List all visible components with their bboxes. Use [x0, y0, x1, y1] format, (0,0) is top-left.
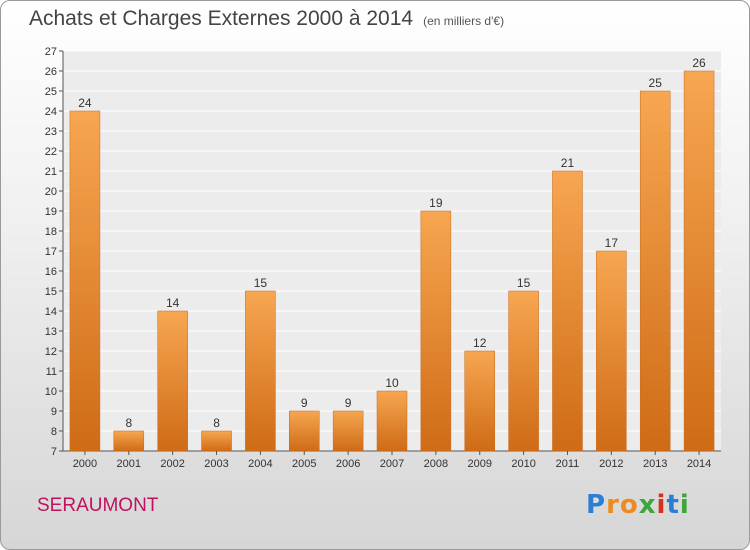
y-tick-label: 8	[51, 426, 57, 438]
proxiti-logo: Proxiti	[586, 490, 690, 520]
title-text: Achats et Charges Externes 2000 à 2014	[29, 7, 414, 30]
y-tick-label: 17	[45, 246, 57, 258]
bar-2009	[464, 350, 495, 452]
x-tick-label-2009: 2009	[467, 458, 491, 470]
logo-letter: i	[656, 490, 667, 520]
y-tick-label: 9	[51, 406, 57, 418]
value-label-2007: 10	[385, 376, 399, 390]
x-tick-label-2006: 2006	[336, 458, 360, 470]
y-tick-label: 16	[45, 266, 57, 278]
y-tick-label: 22	[45, 146, 57, 158]
x-tick-label-2005: 2005	[292, 458, 316, 470]
logo-letter: t	[666, 490, 680, 520]
value-label-2000: 24	[78, 96, 92, 110]
x-tick-label-2012: 2012	[599, 458, 623, 470]
x-tick-label-2014: 2014	[687, 458, 711, 470]
value-label-2010: 15	[517, 276, 531, 290]
x-tick-label-2010: 2010	[511, 458, 535, 470]
bar-2006	[332, 410, 364, 452]
commune-name: SERAUMONT	[37, 495, 159, 516]
y-tick-label: 12	[45, 346, 57, 358]
y-tick-label: 15	[45, 286, 57, 298]
value-label-2013: 25	[649, 76, 663, 90]
x-tick-label-2004: 2004	[248, 458, 272, 470]
value-label-2009: 12	[473, 336, 487, 350]
logo-letter: i	[679, 490, 690, 520]
value-label-2006: 9	[345, 396, 352, 410]
bar-2012	[596, 250, 627, 452]
bar-2002	[157, 310, 188, 452]
x-tick-label-2002: 2002	[160, 458, 184, 470]
logo-letter: r	[606, 490, 620, 520]
y-tick-label: 24	[45, 106, 57, 118]
y-tick-label: 20	[45, 186, 57, 198]
y-tick-label: 27	[45, 46, 57, 58]
value-label-2003: 8	[213, 416, 220, 430]
x-tick-label-2007: 2007	[380, 458, 404, 470]
y-tick-label: 13	[45, 326, 57, 338]
y-tick-label: 23	[45, 126, 57, 138]
y-tick-label: 11	[46, 366, 57, 378]
value-label-2004: 15	[254, 276, 268, 290]
x-tick-label-2011: 2011	[556, 458, 580, 470]
value-label-2002: 14	[166, 296, 180, 310]
value-label-2014: 26	[692, 56, 706, 70]
x-tick-label-2001: 2001	[117, 458, 141, 470]
y-tick-label: 10	[45, 386, 57, 398]
value-label-2008: 19	[429, 196, 443, 210]
bar-2011	[552, 170, 583, 452]
bar-2004	[245, 290, 276, 452]
bar-2005	[289, 410, 320, 452]
bar-2010	[508, 290, 539, 452]
bar-2013	[639, 90, 671, 452]
value-label-2012: 17	[605, 236, 619, 250]
y-tick-label: 25	[45, 86, 57, 98]
y-tick-label: 18	[45, 226, 57, 238]
y-tick-label: 21	[45, 166, 57, 178]
x-tick-label-2000: 2000	[73, 458, 97, 470]
bar-2003	[201, 430, 232, 452]
value-label-2001: 8	[125, 416, 132, 430]
logo-letter: P	[586, 490, 607, 520]
unit-label: (en milliers d'€)	[423, 14, 505, 28]
bar-2014	[683, 70, 715, 452]
bar-2001	[113, 430, 145, 452]
x-tick-label-2013: 2013	[643, 458, 667, 470]
value-label-2011: 21	[561, 156, 575, 170]
x-tick-label-2003: 2003	[204, 458, 228, 470]
y-tick-label: 7	[51, 446, 57, 458]
value-label-2005: 9	[301, 396, 308, 410]
x-tick-label-2008: 2008	[424, 458, 448, 470]
y-tick-label: 14	[45, 306, 57, 318]
bar-2007	[376, 390, 408, 452]
y-tick-label: 26	[45, 66, 57, 78]
bar-2008	[420, 210, 452, 452]
logo-letter: x	[638, 490, 657, 520]
logo-letter: o	[619, 490, 639, 520]
bar-2000	[69, 110, 101, 452]
y-tick-label: 19	[45, 206, 57, 218]
chart-title: Achats et Charges Externes 2000 à 2014 (e…	[29, 7, 504, 31]
